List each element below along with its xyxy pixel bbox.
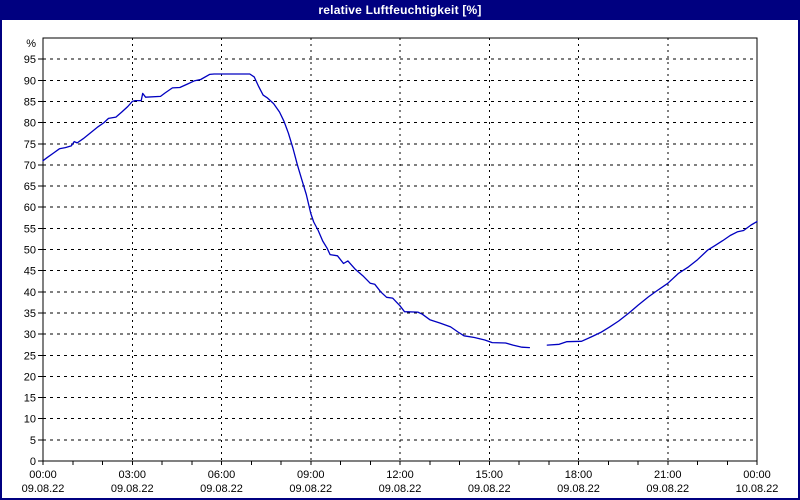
chart-title: relative Luftfeuchtigkeit [%] <box>318 3 482 17</box>
y-tick-label: 35 <box>24 308 36 320</box>
y-tick-label: 70 <box>24 160 36 172</box>
x-tick-date-label: 09.08.22 <box>557 483 600 495</box>
y-tick-label: 90 <box>24 75 36 87</box>
x-tick-date-label: 10.08.22 <box>736 483 779 495</box>
x-tick-time-label: 18:00 <box>565 469 593 481</box>
x-tick-date-label: 09.08.22 <box>200 483 243 495</box>
y-tick-label: 45 <box>24 266 36 278</box>
y-tick-label: 80 <box>24 118 36 130</box>
x-tick-time-label: 21:00 <box>654 469 682 481</box>
x-tick-time-label: 03:00 <box>118 469 146 481</box>
x-tick-time-label: 00:00 <box>29 469 57 481</box>
title-bar: relative Luftfeuchtigkeit [%] <box>2 0 798 20</box>
y-tick-label: 40 <box>24 287 36 299</box>
y-tick-label: 30 <box>24 329 36 341</box>
humidity-series-line <box>42 73 531 349</box>
y-tick-label: 55 <box>24 223 36 235</box>
y-tick-label: 75 <box>24 139 36 151</box>
y-tick-label: 95 <box>24 54 36 66</box>
x-tick-date-label: 09.08.22 <box>468 483 511 495</box>
y-tick-label: 20 <box>24 371 36 383</box>
x-tick-date-label: 09.08.22 <box>646 483 689 495</box>
humidity-series-line <box>546 220 758 346</box>
x-tick-date-label: 09.08.22 <box>289 483 332 495</box>
x-tick-time-label: 12:00 <box>386 469 414 481</box>
x-tick-date-label: 09.08.22 <box>22 483 65 495</box>
y-axis-unit-label: % <box>26 38 36 50</box>
y-tick-label: 15 <box>24 393 36 405</box>
y-tick-label: 10 <box>24 414 36 426</box>
x-tick-time-label: 09:00 <box>297 469 325 481</box>
y-tick-label: 85 <box>24 96 36 108</box>
humidity-line-chart: 0 5 10 15 20 25 30 35 40 45 50 55 60 65 70 75 80 85 90 95% 0… <box>22 37 779 495</box>
y-tick-label: 50 <box>24 245 36 257</box>
x-tick-date-label: 09.08.22 <box>379 483 422 495</box>
x-tick-time-label: 00:00 <box>743 469 771 481</box>
x-tick-time-label: 06:00 <box>208 469 236 481</box>
y-tick-label: 0 <box>30 456 36 468</box>
x-tick-date-label: 09.08.22 <box>111 483 154 495</box>
chart-area: 0 5 10 15 20 25 30 35 40 45 50 55 60 65 70 75 80 85 90 95% 0… <box>2 20 798 498</box>
y-tick-label: 25 <box>24 350 36 362</box>
y-tick-label: 60 <box>24 202 36 214</box>
x-tick-time-label: 15:00 <box>475 469 503 481</box>
y-tick-label: 65 <box>24 181 36 193</box>
y-tick-label: 5 <box>30 435 36 447</box>
